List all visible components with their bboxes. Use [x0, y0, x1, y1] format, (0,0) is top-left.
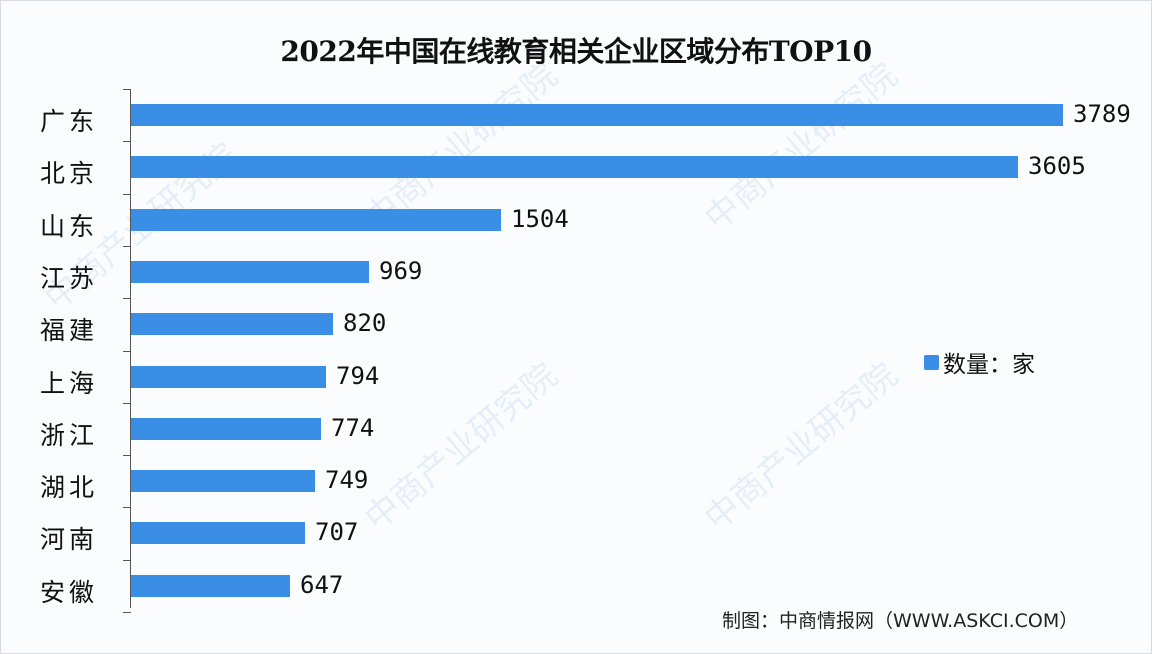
- axis-tick: [123, 612, 131, 613]
- axis-tick: [123, 141, 131, 143]
- bar: [131, 208, 501, 231]
- axis-tick: [123, 245, 131, 247]
- chart-title: 2022年中国在线教育相关企业区域分布TOP10: [280, 35, 872, 68]
- category-label: 浙江: [40, 420, 99, 450]
- value-label: 3605: [1028, 152, 1086, 181]
- bar: [131, 470, 315, 493]
- axis-tick: [123, 507, 131, 509]
- value-label: 969: [379, 256, 423, 285]
- bar: [131, 156, 1018, 179]
- axis-tick: [123, 559, 131, 561]
- value-label: 794: [336, 361, 380, 390]
- axis-tick: [123, 298, 131, 300]
- bar: [131, 104, 1063, 126]
- bar-row: 安徽 647: [0, 560, 1152, 612]
- axis-tick: [123, 402, 131, 404]
- category-label: 福建: [40, 316, 99, 346]
- y-axis: [130, 90, 131, 608]
- value-label: 3789: [1073, 100, 1131, 128]
- bar: [131, 574, 290, 597]
- bar-row: 广东 3789: [0, 89, 1152, 141]
- legend-swatch: [924, 354, 939, 370]
- bar-row: 河南 707: [0, 507, 1152, 559]
- bar-row: 山东 1504: [0, 194, 1152, 246]
- source-note: 制图：中商情报网（WWW.ASKCI.COM）: [722, 610, 1079, 632]
- value-label: 707: [315, 518, 359, 547]
- bar-row: 浙江 774: [0, 403, 1152, 455]
- bar-row: 北京 3605: [0, 141, 1152, 193]
- bar: [131, 365, 326, 388]
- axis-tick: [123, 455, 131, 457]
- bar-row: 上海 794: [0, 351, 1152, 403]
- value-label: 1504: [511, 204, 569, 233]
- category-label: 安徽: [40, 577, 99, 607]
- bar: [131, 417, 321, 440]
- value-label: 774: [331, 413, 375, 442]
- legend-label: 数量：家: [943, 352, 1035, 378]
- bar-row: 湖北 749: [0, 455, 1152, 507]
- category-label: 山东: [40, 211, 99, 241]
- category-label: 北京: [40, 159, 99, 189]
- bar: [131, 522, 305, 545]
- category-label: 上海: [40, 368, 99, 398]
- category-label: 广东: [40, 107, 99, 136]
- legend: 数量：家: [924, 345, 1035, 379]
- bar-row: 福建 820: [0, 298, 1152, 350]
- category-label: 湖北: [40, 473, 99, 503]
- value-label: 647: [300, 570, 344, 599]
- axis-tick: [123, 193, 131, 195]
- value-label: 749: [325, 466, 369, 495]
- category-label: 河南: [40, 525, 99, 555]
- bar: [131, 260, 369, 283]
- axis-tick: [123, 350, 131, 352]
- bar: [131, 313, 333, 336]
- category-label: 江苏: [40, 263, 99, 293]
- value-label: 820: [343, 309, 387, 338]
- axis-tick: [123, 89, 131, 90]
- bar-row: 江苏 969: [0, 246, 1152, 298]
